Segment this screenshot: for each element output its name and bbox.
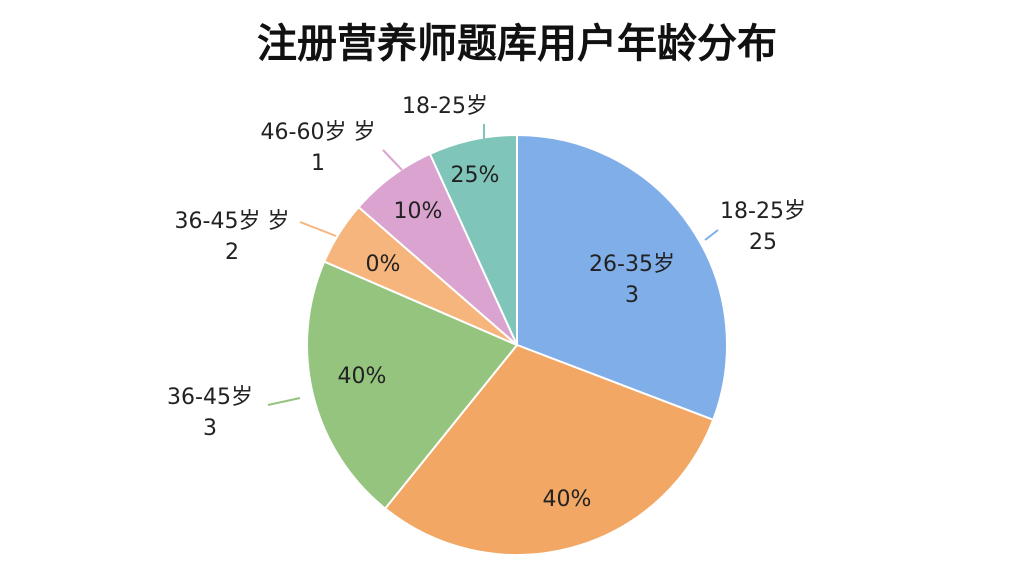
outer-label: 46-60岁 岁	[261, 120, 376, 145]
slice-label: 40%	[338, 364, 387, 389]
leader-line	[704, 229, 719, 241]
slice-label: 25%	[451, 163, 500, 188]
leader-line	[382, 149, 403, 171]
outer-label: 36-45岁	[167, 385, 253, 410]
outer-label: 3	[203, 416, 217, 441]
outer-label: 18-25岁	[720, 199, 806, 224]
outer-label: 25	[749, 230, 777, 255]
outer-label: 1	[311, 151, 325, 176]
pie-slice	[428, 133, 518, 346]
slice-label: 0%	[366, 252, 401, 277]
slice-label: 40%	[543, 487, 592, 512]
leader-line	[267, 397, 301, 406]
leader-line	[299, 221, 337, 237]
slice-label: 10%	[394, 199, 443, 224]
slice-label: 26-35岁	[589, 252, 675, 277]
slice-label: 3	[625, 283, 639, 308]
pie-slice	[516, 133, 728, 422]
outer-label: 18-25岁	[402, 94, 488, 119]
chart-title: 注册营养师题库用户年龄分布	[257, 21, 777, 67]
outer-label: 2	[225, 240, 239, 265]
outer-label: 36-45岁 岁	[175, 209, 290, 234]
pie-slice	[383, 343, 715, 556]
